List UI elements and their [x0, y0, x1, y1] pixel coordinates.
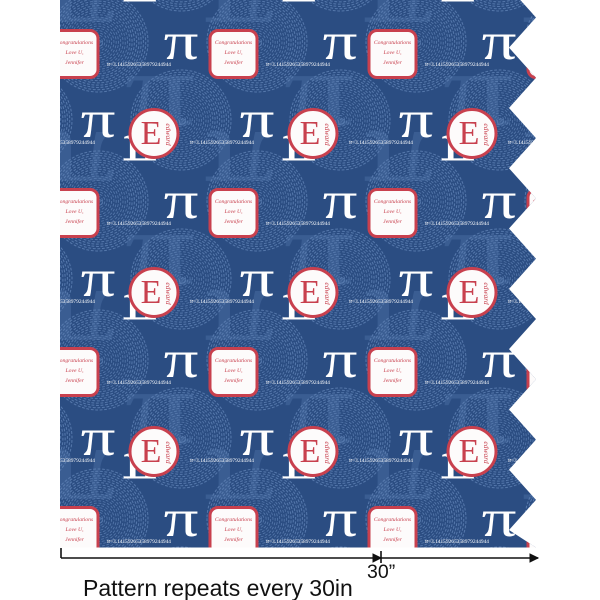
- svg-text:Love U,: Love U,: [223, 527, 243, 533]
- svg-text:Congratulations: Congratulations: [533, 40, 571, 46]
- svg-text:Love U,: Love U,: [64, 527, 84, 533]
- svg-text:Love U,: Love U,: [223, 368, 243, 374]
- svg-text:E: E: [300, 115, 321, 152]
- svg-text:Congratulations: Congratulations: [56, 358, 94, 364]
- svg-text:edward: edward: [164, 123, 173, 145]
- svg-text:Congratulations: Congratulations: [374, 358, 412, 364]
- svg-text:Congratulations: Congratulations: [533, 199, 571, 205]
- svg-text:Jennifer: Jennifer: [542, 536, 561, 543]
- svg-text:E: E: [141, 115, 162, 152]
- svg-text:Love U,: Love U,: [223, 209, 243, 215]
- svg-text:Congratulations: Congratulations: [215, 517, 253, 523]
- svg-text:Love U,: Love U,: [64, 368, 84, 374]
- svg-text:Jennifer: Jennifer: [383, 536, 402, 543]
- svg-text:Jennifer: Jennifer: [383, 59, 402, 66]
- svg-text:Jennifer: Jennifer: [224, 377, 243, 384]
- svg-text:Congratulations: Congratulations: [533, 517, 571, 523]
- svg-text:Jennifer: Jennifer: [224, 59, 243, 66]
- svg-text:Congratulations: Congratulations: [56, 40, 94, 46]
- svg-text:edward: edward: [323, 282, 332, 304]
- svg-text:Jennifer: Jennifer: [542, 59, 561, 66]
- svg-text:edward: edward: [482, 282, 491, 304]
- svg-text:edward: edward: [164, 441, 173, 463]
- svg-text:Love U,: Love U,: [382, 50, 402, 56]
- svg-text:Congratulations: Congratulations: [533, 358, 571, 364]
- svg-text:30”: 30”: [367, 561, 395, 583]
- svg-text:Jennifer: Jennifer: [383, 218, 402, 225]
- svg-text:Jennifer: Jennifer: [65, 59, 84, 66]
- svg-text:E: E: [459, 433, 480, 470]
- svg-text:edward: edward: [482, 441, 491, 463]
- svg-text:Congratulations: Congratulations: [56, 517, 94, 523]
- svg-text:Congratulations: Congratulations: [374, 517, 412, 523]
- svg-text:E: E: [141, 274, 162, 311]
- svg-text:Congratulations: Congratulations: [56, 199, 94, 205]
- svg-text:Pattern repeats every 30in: Pattern repeats every 30in: [83, 575, 353, 600]
- svg-text:Jennifer: Jennifer: [542, 377, 561, 384]
- svg-text:edward: edward: [164, 282, 173, 304]
- svg-text:Congratulations: Congratulations: [374, 40, 412, 46]
- svg-text:Congratulations: Congratulations: [215, 199, 253, 205]
- svg-text:E: E: [459, 274, 480, 311]
- svg-text:Jennifer: Jennifer: [542, 218, 561, 225]
- svg-text:E: E: [459, 115, 480, 152]
- svg-text:Jennifer: Jennifer: [65, 536, 84, 543]
- svg-text:Jennifer: Jennifer: [65, 218, 84, 225]
- svg-text:Love U,: Love U,: [382, 209, 402, 215]
- svg-text:Love U,: Love U,: [64, 209, 84, 215]
- svg-text:Congratulations: Congratulations: [215, 40, 253, 46]
- svg-text:Jennifer: Jennifer: [224, 536, 243, 543]
- svg-text:edward: edward: [323, 123, 332, 145]
- svg-text:Congratulations: Congratulations: [215, 358, 253, 364]
- svg-text:Jennifer: Jennifer: [65, 377, 84, 384]
- svg-text:Love U,: Love U,: [382, 527, 402, 533]
- svg-text:Love U,: Love U,: [541, 368, 561, 374]
- svg-text:Love U,: Love U,: [541, 527, 561, 533]
- svg-text:Love U,: Love U,: [541, 50, 561, 56]
- svg-text:E: E: [141, 433, 162, 470]
- svg-text:E: E: [300, 433, 321, 470]
- svg-text:E: E: [300, 274, 321, 311]
- svg-text:Love U,: Love U,: [382, 368, 402, 374]
- svg-text:Love U,: Love U,: [541, 209, 561, 215]
- svg-text:edward: edward: [482, 123, 491, 145]
- svg-text:Jennifer: Jennifer: [224, 218, 243, 225]
- svg-text:Jennifer: Jennifer: [383, 377, 402, 384]
- svg-text:Love U,: Love U,: [64, 50, 84, 56]
- svg-text:edward: edward: [323, 441, 332, 463]
- svg-text:Congratulations: Congratulations: [374, 199, 412, 205]
- svg-text:Love U,: Love U,: [223, 50, 243, 56]
